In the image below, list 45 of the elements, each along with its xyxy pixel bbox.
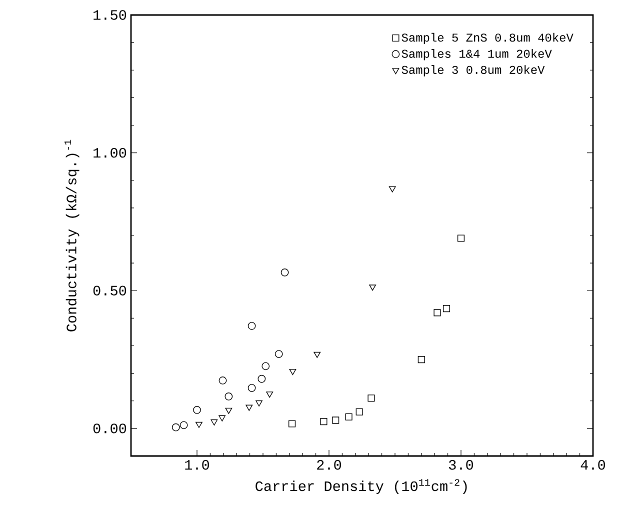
point — [258, 374, 266, 383]
point — [288, 420, 296, 428]
y-tick-label: 1.50 — [94, 10, 126, 20]
point — [320, 418, 328, 426]
point — [210, 419, 218, 426]
point — [225, 408, 232, 414]
legend-label: Sample 5 ZnS 0.8um 40keV — [402, 32, 574, 44]
point — [193, 406, 201, 414]
point — [314, 352, 321, 358]
y-axis-title: Conductivity (kΩ/sq.)$^{-1}$ — [64, 140, 80, 332]
y-tick-label: 1.00 — [94, 148, 126, 158]
point — [289, 368, 296, 376]
point — [345, 413, 352, 420]
point — [434, 309, 441, 316]
y-tick-label: 0.00 — [93, 424, 126, 434]
point — [248, 322, 256, 330]
point — [356, 408, 363, 416]
point — [266, 392, 274, 398]
point — [248, 384, 256, 392]
y-tick-label: 0.50 — [93, 286, 126, 296]
point — [218, 376, 227, 384]
x-tick-label: 4.0 — [580, 460, 606, 470]
legend-label: Sample 3 0.8um 20keV — [402, 65, 545, 76]
legend-label: Samples 1&4 1um 20keV — [402, 49, 552, 60]
point — [218, 415, 226, 422]
point — [256, 400, 262, 406]
point — [280, 268, 289, 276]
point — [368, 394, 375, 402]
point — [274, 350, 283, 358]
point — [262, 362, 270, 370]
point — [224, 392, 233, 400]
point — [196, 422, 202, 428]
point — [418, 356, 425, 364]
point — [332, 416, 340, 424]
point — [180, 421, 188, 430]
point — [172, 423, 180, 432]
point — [442, 305, 450, 312]
x-tick-label: 1.0 — [185, 460, 210, 470]
point — [369, 284, 376, 291]
x-tick-label: 2.0 — [317, 460, 342, 470]
point — [246, 404, 253, 411]
x-axis-title: Carrier Density (10$^{11}$cm$^{-2}$) — [256, 479, 467, 494]
point — [457, 234, 465, 242]
x-tick-label: 3.0 — [448, 460, 474, 470]
point — [388, 186, 396, 192]
